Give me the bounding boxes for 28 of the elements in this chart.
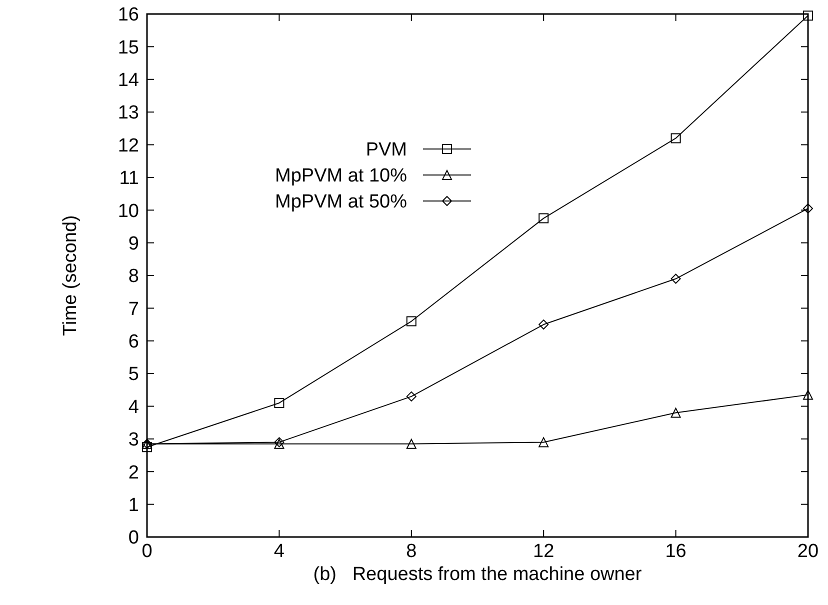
legend-label: MpPVM at 10% — [275, 166, 408, 187]
y-tick-label: 4 — [128, 396, 140, 418]
y-tick-label: 7 — [128, 298, 139, 320]
y-axis-title: Time (second) — [60, 215, 81, 336]
legend-label: PVM — [366, 140, 407, 161]
y-tick-label: 6 — [128, 332, 139, 353]
y-tick-label: 0 — [128, 528, 139, 549]
x-tick-label: 8 — [406, 541, 417, 562]
y-tick-label: 10 — [118, 200, 139, 222]
y-tick-label: 1 — [128, 494, 139, 516]
x-tick-label: 4 — [274, 541, 285, 562]
y-tick-label: 8 — [128, 266, 139, 288]
x-tick-label: 20 — [797, 541, 819, 562]
y-tick-label: 2 — [128, 462, 139, 484]
y-tick-label: 3 — [128, 430, 139, 451]
x-axis-title: (b) Requests from the machine owner — [313, 564, 642, 585]
y-tick-label: 5 — [128, 364, 139, 386]
y-tick-label: 9 — [128, 233, 139, 254]
y-tick-label: 12 — [118, 135, 139, 156]
x-tick-label: 16 — [665, 541, 686, 562]
y-tick-label: 15 — [118, 37, 139, 58]
y-tick-label: 16 — [118, 4, 139, 26]
x-tick-label: 0 — [142, 541, 152, 562]
y-tick-label: 11 — [119, 168, 139, 190]
y-tick-label: 14 — [118, 70, 140, 92]
x-tick-label: 12 — [533, 541, 554, 562]
legend-label: MpPVM at 50% — [275, 192, 408, 213]
y-tick-label: 13 — [118, 102, 139, 124]
